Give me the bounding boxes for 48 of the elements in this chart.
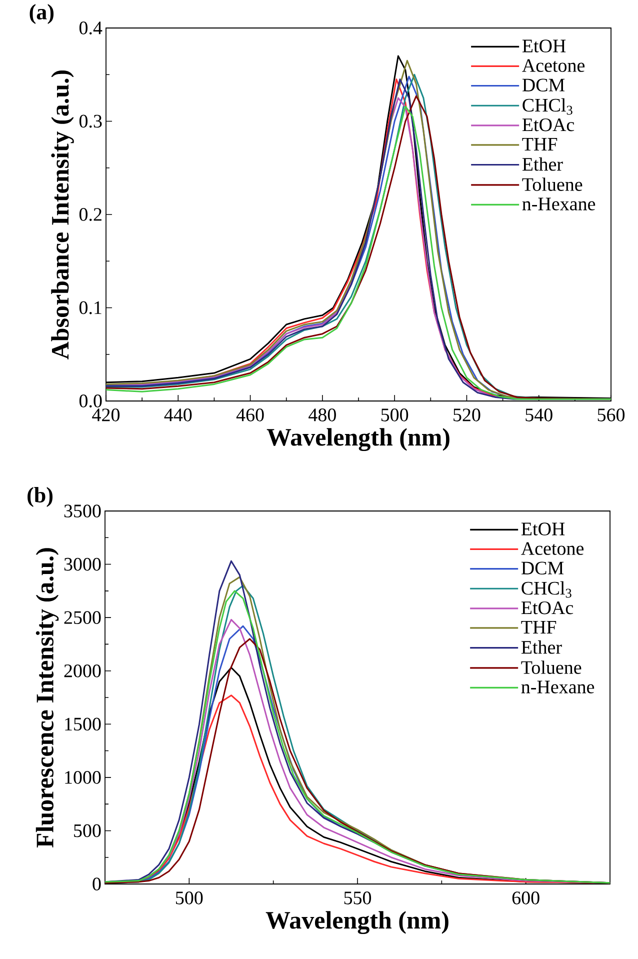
x-tick-label: 480 <box>308 408 336 422</box>
x-tick-label: 500 <box>176 892 203 904</box>
x-tick-label: 460 <box>236 408 264 422</box>
legend-label: DCM <box>521 562 564 574</box>
y-tick-label: 2000 <box>64 664 101 678</box>
x-tick-label: 560 <box>598 408 625 422</box>
y-tick-label: 2500 <box>64 611 101 624</box>
legend-label: EtOH <box>521 522 565 536</box>
y-tick-label: 500 <box>74 824 101 838</box>
legend-label: EtOH <box>522 40 566 52</box>
legend-label: Toluene <box>521 660 582 674</box>
legend-label: Acetone <box>521 542 584 555</box>
x-axis-title: Wavelength (nm) <box>266 428 450 452</box>
y-tick-label: 0 <box>92 878 101 890</box>
legend-label: Ether <box>522 157 563 171</box>
legend-label: EtOAc <box>522 118 574 132</box>
y-axis-title: Absorbance Intensity (a.u.) <box>51 70 74 360</box>
legend-label: n-Hexane <box>521 680 594 694</box>
legend-label: n-Hexane <box>522 198 596 210</box>
y-tick-label: 0.4 <box>79 22 102 34</box>
y-tick-label: 1000 <box>65 771 101 784</box>
y-tick-label: 0.3 <box>79 114 102 128</box>
y-tick-label: 0.2 <box>79 208 102 221</box>
chart-title: (a) <box>30 4 54 24</box>
legend-label: CHCl$_{3}$ <box>522 581 572 598</box>
legend-label: DCM <box>522 78 565 92</box>
y-tick-label: 3000 <box>64 558 101 571</box>
legend-label: Toluene <box>522 178 582 191</box>
x-tick-label: 420 <box>92 408 120 422</box>
chart-title: (b) <box>28 487 53 507</box>
legend-label: CHCl$_{3}$ <box>522 98 572 115</box>
x-tick-label: 440 <box>164 408 192 422</box>
x-tick-label: 520 <box>454 408 480 422</box>
x-tick-label: 600 <box>512 892 540 904</box>
legend-label: Ether <box>521 640 562 654</box>
x-tick-label: 500 <box>381 408 408 422</box>
x-tick-label: 550 <box>344 892 372 904</box>
x-tick-label: 540 <box>526 408 552 422</box>
y-axis-title: Fluorescence Intensity (a.u.) <box>36 548 59 848</box>
y-tick-label: 0.1 <box>79 301 102 314</box>
legend-label: THF <box>522 138 558 150</box>
legend-label: THF <box>521 621 556 634</box>
legend-label: EtOAc <box>521 601 574 614</box>
x-axis-title: Wavelength (nm) <box>266 911 448 934</box>
y-tick-label: 3500 <box>64 504 101 518</box>
y-tick-label: 1500 <box>65 718 101 731</box>
legend-label: Acetone <box>522 59 585 72</box>
y-tick-label: 0.0 <box>79 394 102 408</box>
